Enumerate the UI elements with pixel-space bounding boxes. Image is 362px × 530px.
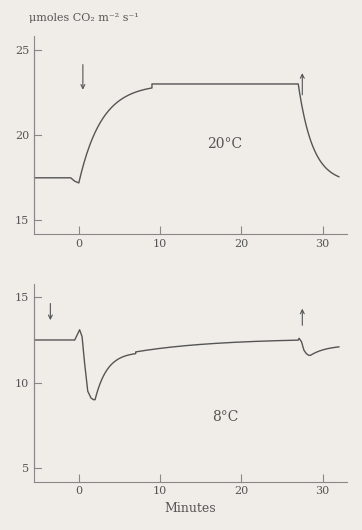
Text: 8°C: 8°C xyxy=(212,410,238,424)
X-axis label: Minutes: Minutes xyxy=(165,502,216,515)
Text: μmoles CO₂ m⁻² s⁻¹: μmoles CO₂ m⁻² s⁻¹ xyxy=(29,13,139,23)
Text: 20°C: 20°C xyxy=(207,137,243,151)
